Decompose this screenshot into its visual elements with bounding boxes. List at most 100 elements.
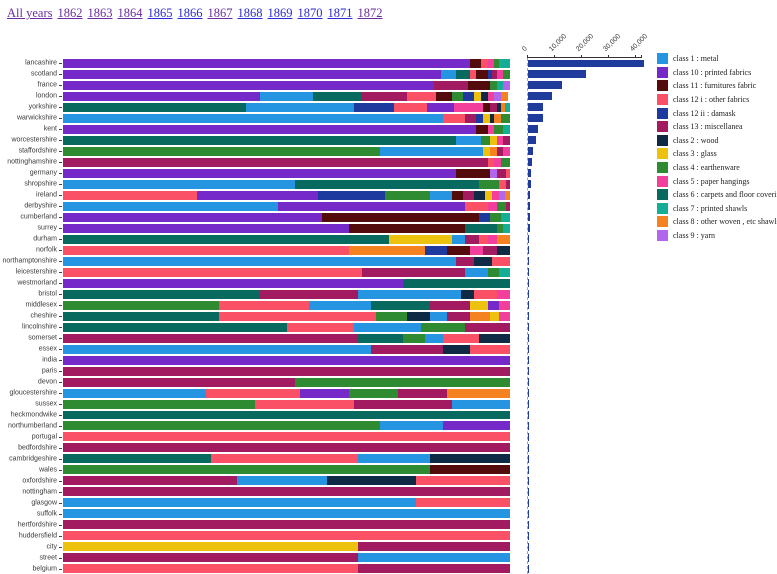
bar-segment-c12ii (425, 245, 448, 255)
legend-swatch-c13 (657, 121, 668, 133)
bar-segment-c12i (416, 498, 510, 508)
bar-segment-c2 (480, 91, 488, 101)
bar-segment-c13 (465, 322, 510, 332)
year-link-1866[interactable]: 1866 (177, 6, 203, 20)
bar-segment-c8 (447, 388, 510, 398)
bar-segment-c5 (469, 245, 484, 255)
region-label: leicestershire (15, 268, 57, 276)
bar-segment-c7 (496, 80, 504, 90)
year-link-1871[interactable]: 1871 (327, 6, 353, 20)
total-bar (528, 487, 529, 496)
bar-segment-c4 (501, 157, 510, 167)
bar-segment-c11 (447, 245, 470, 255)
region-row-street: street (0, 552, 777, 563)
region-row-lancashire: lancashire (0, 58, 777, 69)
bar-segment-c13 (429, 300, 470, 310)
legend-label: class 4 : earthenware (673, 163, 740, 173)
bar-segment-c13 (63, 476, 238, 486)
year-link-1872[interactable]: 1872 (357, 6, 383, 20)
year-link-all-years[interactable]: All years (7, 6, 53, 20)
total-bar (528, 465, 529, 474)
bar-segment-c4 (489, 80, 497, 90)
stacked-bar (63, 190, 510, 200)
region-row-oxfordshire: oxfordshire (0, 475, 777, 486)
region-label: devon (37, 378, 57, 386)
bar-segment-c8 (494, 113, 502, 123)
stacked-bar (63, 564, 510, 574)
region-row-hertfordshire: hertfordshire (0, 519, 777, 530)
y-axis-tick (59, 283, 62, 285)
bar-segment-c10 (63, 212, 323, 222)
bar-segment-c4 (402, 333, 426, 343)
stacked-bar (63, 146, 510, 156)
bar-segment-c1 (451, 399, 510, 409)
bar-segment-c9 (498, 190, 506, 200)
stacked-bar (63, 443, 510, 453)
stacked-bar (63, 388, 510, 398)
legend-item-c3: class 3 : glass (657, 147, 777, 161)
bar-segment-c13 (505, 179, 510, 189)
region-label: street (39, 554, 57, 562)
region-label: sussex (35, 400, 57, 408)
region-label: suffolk (36, 510, 57, 518)
total-bar (528, 356, 529, 365)
legend-label: class 6 : carpets and floor coverings (673, 190, 777, 200)
bar-segment-c12ii (487, 69, 493, 79)
total-bar (528, 180, 531, 189)
region-row-bristol: bristol (0, 289, 777, 300)
total-bar (528, 125, 538, 134)
total-bar (528, 411, 529, 419)
legend-swatch-c12ii (657, 107, 668, 119)
y-axis-tick (59, 327, 62, 329)
y-axis-tick (59, 404, 62, 405)
region-label: somerset (28, 334, 57, 342)
total-bar (528, 476, 529, 485)
total-bar (528, 114, 544, 123)
y-axis-tick (59, 173, 62, 175)
total-bar (528, 279, 530, 288)
stacked-bar (63, 300, 510, 310)
legend-label: class 12 i : other fabrics (673, 95, 750, 105)
bar-segment-c4 (489, 212, 502, 222)
bar-segment-c11 (436, 91, 452, 101)
stacked-bar (63, 509, 510, 519)
total-bar (528, 136, 537, 145)
y-axis-tick (59, 360, 62, 362)
bar-segment-c10 (63, 91, 260, 101)
stacked-bar (63, 355, 510, 365)
bar-segment-c4 (295, 377, 510, 387)
stacked-bar (63, 553, 510, 563)
year-link-1862[interactable]: 1862 (57, 6, 83, 20)
bar-segment-c10 (63, 168, 457, 178)
year-link-1870[interactable]: 1870 (297, 6, 323, 20)
year-link-1865[interactable]: 1865 (147, 6, 173, 20)
bar-segment-c10 (299, 388, 350, 398)
total-bar (528, 564, 529, 573)
bar-segment-c12i (219, 311, 376, 321)
region-label: cambridgeshire (9, 455, 57, 463)
year-link-1867[interactable]: 1867 (207, 6, 233, 20)
stacked-bar (63, 256, 510, 266)
y-axis-tick (59, 107, 62, 109)
region-row-heckmondwike: heckmondwike (0, 410, 777, 421)
zero-dashed-line (527, 58, 528, 574)
bar-segment-c1 (451, 234, 466, 244)
year-link-1863[interactable]: 1863 (87, 6, 113, 20)
year-link-1864[interactable]: 1864 (117, 6, 143, 20)
total-bar (528, 246, 530, 255)
year-link-1868[interactable]: 1868 (237, 6, 263, 20)
bar-segment-c4 (63, 465, 430, 475)
total-bar (528, 454, 529, 463)
bar-segment-c11 (456, 168, 490, 178)
bar-segment-c13 (489, 102, 497, 112)
bar-segment-c4 (494, 124, 504, 134)
bar-segment-c1 (63, 509, 510, 519)
year-link-1869[interactable]: 1869 (267, 6, 293, 20)
bar-segment-c5 (494, 157, 502, 167)
region-label: london (35, 92, 57, 100)
region-label: westmorland (17, 279, 57, 287)
bar-segment-c1 (380, 421, 443, 431)
region-row-devon: devon (0, 377, 777, 388)
bar-segment-c12i (469, 344, 510, 354)
bar-segment-c13 (465, 113, 477, 123)
